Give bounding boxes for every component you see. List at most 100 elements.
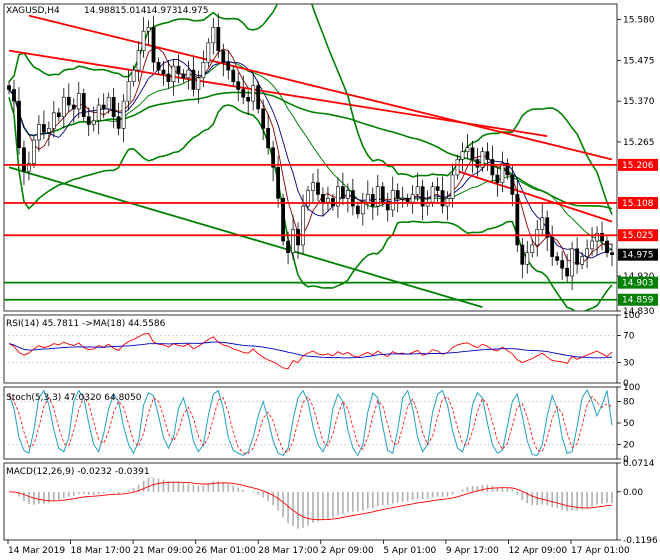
candle-body — [395, 190, 400, 199]
price-tick-label: 15.370 — [623, 97, 655, 107]
stochastic-panel: 100 80 50 20 0 — [3, 383, 640, 465]
candle-body — [605, 240, 609, 254]
rsi-tick-label: 70 — [623, 331, 635, 341]
candle-body — [256, 85, 261, 110]
rsi-label: RSI(14) 45.7811 ->MA(18) 44.5586 — [6, 319, 166, 329]
candle-body — [126, 81, 131, 102]
candle-body — [375, 186, 380, 207]
candle-body — [336, 186, 340, 207]
macd-panel: 0.0714 0.00 -0.1196 — [3, 459, 658, 546]
time-tick-label: 28 Mar 17:00 — [258, 546, 318, 556]
price-tick-label: 15.580 — [623, 16, 655, 26]
macd-tick-label: 0.0714 — [623, 459, 655, 469]
candle-body — [121, 100, 126, 129]
time-tick-label: 26 Mar 01:00 — [196, 546, 256, 556]
candle-body — [405, 198, 410, 203]
candle-body — [465, 147, 470, 152]
candle-body — [550, 236, 555, 257]
price-tick-label: 15.265 — [623, 138, 655, 148]
candle-body — [480, 151, 485, 168]
candle-body — [600, 232, 604, 242]
candle-body — [545, 217, 550, 238]
candle-body — [246, 96, 251, 102]
candle-body — [525, 252, 530, 265]
candle-body — [101, 104, 106, 110]
candle-body — [475, 159, 480, 168]
time-tick-label: 17 Apr 01:00 — [571, 546, 630, 556]
ohlc-value: 14.975 — [177, 6, 209, 16]
candle-body — [161, 69, 166, 75]
price-level-tag — [618, 276, 658, 289]
candle-body — [326, 198, 330, 203]
candle-body — [281, 198, 285, 242]
candle-body — [141, 30, 146, 51]
stoch-tick-label: 0 — [623, 455, 629, 465]
candle-body — [251, 85, 256, 102]
candle-body — [291, 229, 295, 254]
candle-body — [241, 89, 246, 98]
candle-body — [540, 217, 545, 230]
candle-body — [261, 108, 266, 129]
candle-body — [71, 104, 76, 110]
candle-body — [186, 69, 191, 79]
candle-body — [595, 232, 599, 242]
candle-body — [311, 182, 315, 191]
trend-line-resistance-2 — [8, 49, 548, 138]
bollinger-upper-band — [8, 4, 613, 215]
candle-body — [400, 198, 405, 200]
candle-body — [415, 186, 420, 195]
candle-body — [590, 240, 594, 250]
candle-body — [46, 128, 51, 133]
trend-line-resistance-3 — [457, 170, 613, 223]
candle-body — [276, 166, 281, 199]
candle-body — [515, 194, 520, 246]
candle-body — [266, 128, 271, 149]
time-tick-label: 21 Mar 09:00 — [133, 546, 193, 556]
candle-body — [301, 205, 305, 246]
time-tick-label: 5 Apr 01:00 — [383, 546, 436, 556]
candle-body — [116, 116, 121, 129]
stoch-k-line — [8, 388, 613, 457]
candle-body — [76, 93, 81, 110]
candle-body — [191, 69, 196, 90]
candle-body — [360, 201, 365, 215]
candle-body — [440, 190, 445, 207]
stoch-d-line — [8, 393, 613, 454]
candle-body — [51, 112, 56, 129]
candle-body — [27, 163, 31, 172]
candle-body — [365, 194, 370, 203]
candle-body — [236, 81, 241, 90]
candle-body — [470, 147, 475, 160]
time-tick-label: 2 Apr 09:00 — [321, 546, 374, 556]
stoch-tick-label: 50 — [623, 419, 635, 429]
trend-line-support-1 — [8, 166, 483, 308]
time-tick-label: 18 Mar 17:00 — [71, 546, 131, 556]
price-level-tag — [618, 158, 658, 171]
candle-body — [171, 65, 176, 83]
time-tick-label: 12 Apr 09:00 — [508, 546, 567, 556]
candle-body — [231, 69, 236, 83]
candle-body — [306, 190, 310, 207]
price-level-tag — [618, 248, 658, 261]
price-panel: 15.58015.47515.37015.26515.02514.92014.8… — [3, 3, 658, 317]
price-level-label: 15.025 — [622, 231, 654, 241]
time-tick-label: 14 Mar 2019 — [8, 546, 65, 556]
candle-body — [450, 174, 455, 199]
price-panel-frame — [3, 3, 618, 312]
rsi-ma-line — [8, 341, 613, 359]
macd-tick-label: -0.1196 — [623, 536, 658, 546]
price-plot-area — [7, 4, 614, 311]
symbol-label: XAGUSD,H4 — [6, 6, 60, 16]
candle-body — [81, 93, 86, 117]
candle-body — [271, 147, 276, 168]
candle-body — [495, 174, 500, 184]
macd-signal-line — [8, 481, 613, 521]
price-level-label: 14.859 — [622, 296, 654, 306]
rsi-tick-label: 0 — [623, 379, 629, 389]
stoch-label: Stoch(5,3,3) 47.0320 64.8050 — [6, 393, 142, 403]
candle-body — [111, 96, 116, 117]
ohlc-value: 14.988 — [84, 6, 116, 16]
candle-body — [560, 260, 565, 269]
candle-body — [455, 159, 460, 176]
